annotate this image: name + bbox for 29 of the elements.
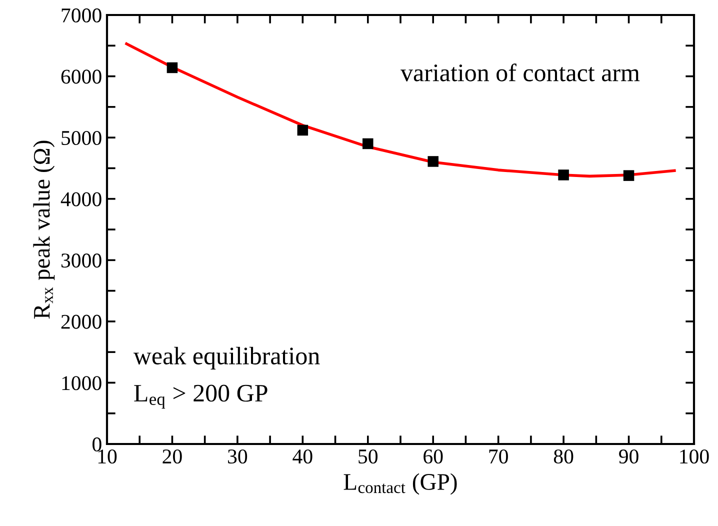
x-tick-label: 60: [424, 449, 443, 464]
x-tick-label: 70: [489, 449, 508, 464]
x-axis-title: L$_{contact}$ (GP): [344, 473, 457, 495]
y-tick-label: 5000: [62, 130, 102, 146]
y-tick-label: 1000: [62, 376, 102, 390]
x-tick-label: 40: [292, 449, 312, 464]
x-tick-label: 100: [680, 449, 709, 464]
point: [166, 62, 178, 74]
annotation: L$_{eq}$ > 200 GP: [134, 384, 268, 409]
x-tick-label: 90: [619, 449, 638, 464]
point: [297, 124, 308, 136]
y-axis-title: R$_{xx}$ peak value (Ω): [33, 140, 55, 319]
x-tick-label: 20: [162, 449, 182, 464]
x-tick-label: 10: [98, 449, 117, 464]
point: [428, 156, 438, 167]
x-tick-label: 30: [228, 449, 248, 464]
y-tick-label: 2000: [61, 314, 102, 329]
point: [362, 138, 374, 150]
annotation: weak equilibration: [133, 346, 320, 370]
point: [623, 170, 634, 181]
x-tick-label: 50: [358, 449, 378, 464]
y-tick-label: 7000: [62, 8, 102, 22]
x-tick-label: 80: [554, 449, 574, 464]
y-tick-label: 6000: [61, 70, 102, 84]
y-tick-label: 0: [92, 437, 102, 452]
y-tick-label: 4000: [60, 192, 102, 206]
annotation: variation of contact arm: [400, 63, 640, 82]
y-tick-label: 3000: [61, 254, 102, 268]
point: [558, 170, 569, 180]
